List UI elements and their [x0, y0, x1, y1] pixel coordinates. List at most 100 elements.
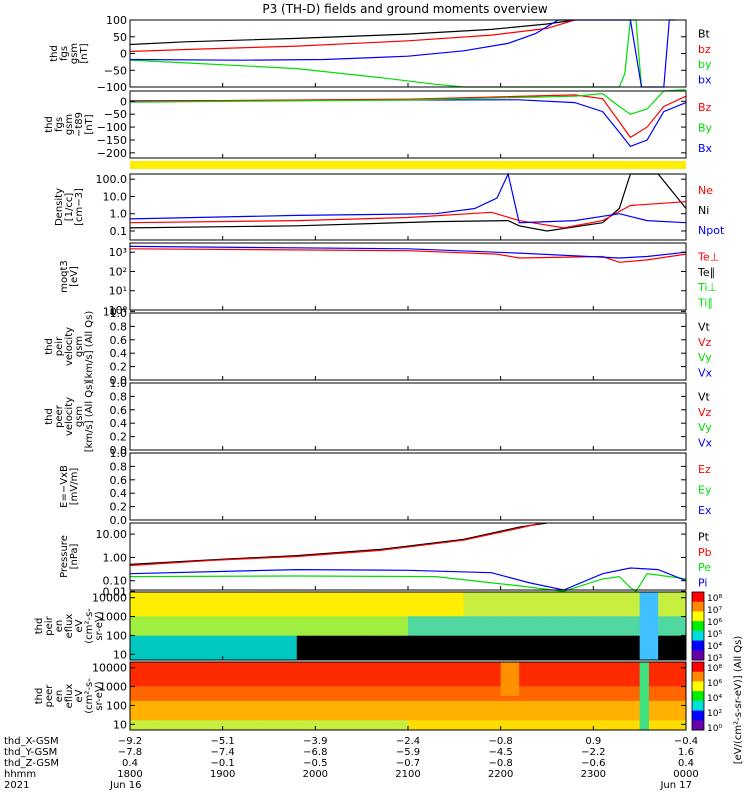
- colorbar-tick-label: 10⁸: [707, 664, 722, 674]
- heatmap-cell: [426, 592, 437, 598]
- y-tick-label: 10¹: [109, 285, 127, 298]
- heatmap-cell: [574, 621, 585, 627]
- heatmap-cell: [278, 645, 289, 651]
- heatmap-cell: [667, 700, 678, 707]
- heatmap-cell: [352, 666, 363, 673]
- heatmap-cell: [269, 611, 279, 617]
- heatmap-cell: [259, 696, 270, 702]
- heatmap-cell: [241, 700, 251, 707]
- heatmap-cell: [658, 596, 668, 603]
- heatmap-cell: [269, 691, 279, 697]
- heatmap-cell: [472, 621, 483, 627]
- heatmap-cell: [259, 681, 270, 687]
- heatmap-cell: [241, 681, 251, 687]
- heatmap-cell: [621, 630, 631, 637]
- panel-frame: [129, 312, 687, 381]
- heatmap-cell: [380, 630, 390, 637]
- heatmap-cell: [454, 700, 465, 707]
- heatmap-cell: [361, 705, 372, 712]
- heatmap-cell: [435, 635, 446, 642]
- heatmap-cell: [370, 596, 381, 603]
- x-tick-value: −5.1: [211, 736, 235, 747]
- heatmap-cell: [315, 720, 326, 726]
- heatmap-cell: [500, 710, 511, 716]
- x-tick-value: 1800: [117, 769, 142, 780]
- heatmap-cell: [565, 725, 576, 731]
- heatmap-cell: [547, 662, 557, 668]
- heatmap-cell: [352, 601, 363, 608]
- heatmap-cell: [370, 655, 381, 661]
- heatmap-cell: [528, 666, 539, 673]
- heatmap-cell: [139, 666, 150, 673]
- heatmap-cell: [398, 715, 409, 721]
- heatmap-cell: [658, 700, 668, 707]
- heatmap-cell: [333, 671, 344, 678]
- heatmap-cell: [157, 611, 168, 617]
- heatmap-cell: [519, 611, 529, 617]
- heatmap-cell: [630, 650, 641, 656]
- y-axis-label: sr-eV): [94, 611, 105, 640]
- heatmap-cell: [231, 666, 242, 673]
- heatmap-cell: [417, 611, 428, 617]
- legend-entry: Pb: [698, 546, 712, 559]
- heatmap-cell: [463, 630, 474, 637]
- heatmap-cell: [584, 710, 594, 716]
- heatmap-cell: [269, 700, 279, 707]
- heatmap-cell: [222, 662, 233, 668]
- heatmap-cell: [185, 616, 196, 622]
- heatmap-cell: [667, 592, 678, 598]
- heatmap-cell: [528, 626, 539, 632]
- y-tick-label: 10: [113, 718, 127, 731]
- heatmap-cell: [278, 705, 289, 712]
- heatmap-cell: [287, 645, 298, 651]
- heatmap-cell: [509, 666, 520, 673]
- heatmap-cell: [324, 686, 335, 692]
- heatmap-cell: [648, 700, 659, 707]
- heatmap-cell: [241, 611, 251, 617]
- heatmap-cell: [648, 606, 659, 612]
- heatmap-cell: [398, 691, 409, 697]
- heatmap-cell: [296, 676, 307, 682]
- heatmap-cell: [398, 626, 409, 632]
- y-axis-label: peir: [44, 615, 55, 635]
- heatmap-cell: [241, 621, 251, 627]
- heatmap-cell: [509, 725, 520, 731]
- heatmap-cell: [269, 630, 279, 637]
- heatmap-cell: [500, 700, 511, 707]
- heatmap-cell: [213, 630, 224, 637]
- heatmap-cell: [611, 650, 622, 656]
- heatmap-cell: [556, 691, 567, 697]
- heatmap-cell: [204, 725, 214, 731]
- heatmap-cell: [611, 725, 622, 731]
- x-tick-value: −9.2: [118, 736, 142, 747]
- y-axis-label: eflux: [64, 614, 75, 639]
- heatmap-cell: [241, 630, 251, 637]
- heatmap-cell: [269, 606, 279, 612]
- heatmap-cell: [593, 650, 604, 656]
- heatmap-cell: [454, 725, 465, 731]
- heatmap-cell: [630, 611, 641, 617]
- heatmap-cell: [547, 720, 557, 726]
- heatmap-cell: [556, 705, 567, 712]
- legend-entry: Vt: [698, 391, 711, 404]
- colorbar-tick-label: 10⁶: [707, 679, 722, 689]
- heatmap-cell: [204, 640, 214, 646]
- heatmap-cell: [574, 601, 585, 608]
- heatmap-cell: [528, 725, 539, 731]
- series-line-2: [129, 172, 687, 224]
- heatmap-cell: [482, 700, 492, 707]
- heatmap-cell: [630, 686, 641, 692]
- y-axis-label: gsm: [64, 114, 75, 135]
- heatmap-cell: [417, 676, 428, 682]
- heatmap-cell: [463, 686, 474, 692]
- heatmap-cell: [639, 592, 650, 598]
- x-tick-value: 2300: [581, 769, 606, 780]
- heatmap-cell: [621, 710, 631, 716]
- heatmap-cell: [259, 700, 270, 707]
- heatmap-cell: [611, 671, 622, 678]
- heatmap-cell: [231, 621, 242, 627]
- heatmap-cell: [408, 592, 418, 598]
- heatmap-cell: [380, 596, 390, 603]
- heatmap-cell: [454, 696, 465, 702]
- heatmap-cell: [296, 662, 307, 668]
